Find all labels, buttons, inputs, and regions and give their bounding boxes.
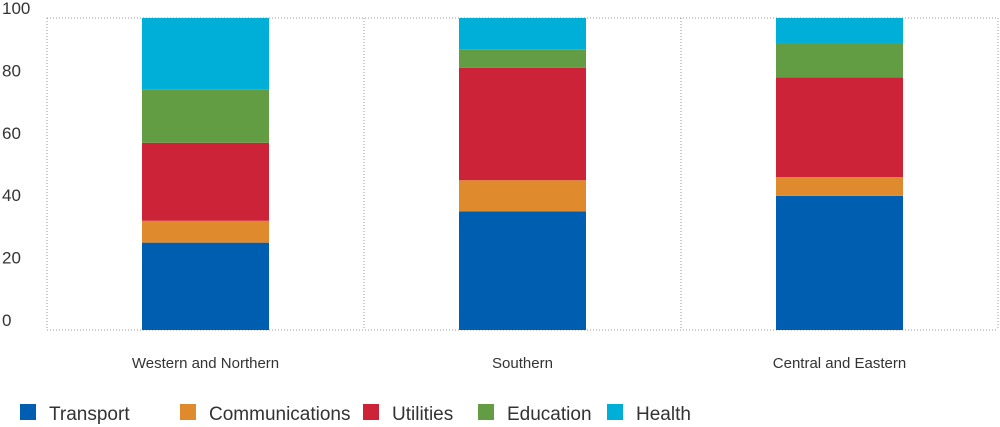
x-axis-labels: Western and Northern Southern Central and … — [132, 355, 906, 372]
legend-label-utilities: Utilities — [392, 404, 453, 425]
bar-segment-education — [776, 42, 903, 78]
bar-segment-utilities — [142, 142, 269, 221]
y-axis-ticks: 0 20 40 60 80 100 — [2, 0, 30, 330]
bar-segment-health — [776, 18, 903, 43]
y-tick-label: 100 — [2, 0, 30, 18]
bar-segment-communications — [459, 180, 586, 212]
legend-label-health: Health — [636, 404, 691, 425]
legend-swatch-utilities — [363, 404, 379, 420]
y-tick-label: 20 — [2, 249, 21, 268]
bar-segment-education — [142, 89, 269, 143]
bar-segment-utilities — [459, 67, 586, 181]
bar-segment-transport — [142, 242, 269, 330]
bar-segment-education — [459, 49, 586, 68]
legend-swatch-education — [478, 404, 494, 420]
legend-swatch-transport — [20, 404, 36, 420]
y-tick-label: 80 — [2, 61, 21, 80]
bar-segment-health — [142, 18, 269, 90]
x-category-label: Western and Northern — [132, 355, 279, 372]
bar-segment-communications — [142, 220, 269, 243]
bar-segment-transport — [776, 195, 903, 330]
chart-bars — [142, 18, 903, 330]
bar-segment-utilities — [776, 77, 903, 178]
legend-label-communications: Communications — [209, 404, 351, 425]
bar-segment-transport — [459, 211, 586, 330]
y-tick-label: 0 — [2, 311, 11, 330]
legend-label-education: Education — [507, 404, 592, 425]
bar-segment-communications — [776, 177, 903, 196]
chart-legend: Transport Communications Utilities Educatio… — [20, 404, 691, 425]
x-category-label: Southern — [492, 355, 553, 372]
y-tick-label: 60 — [2, 124, 21, 143]
x-category-label: Central and Eastern — [773, 355, 906, 372]
legend-swatch-communications — [180, 404, 196, 420]
bar-segment-health — [459, 18, 586, 50]
legend-swatch-health — [607, 404, 623, 420]
legend-label-transport: Transport — [49, 404, 130, 425]
y-tick-label: 40 — [2, 186, 21, 205]
